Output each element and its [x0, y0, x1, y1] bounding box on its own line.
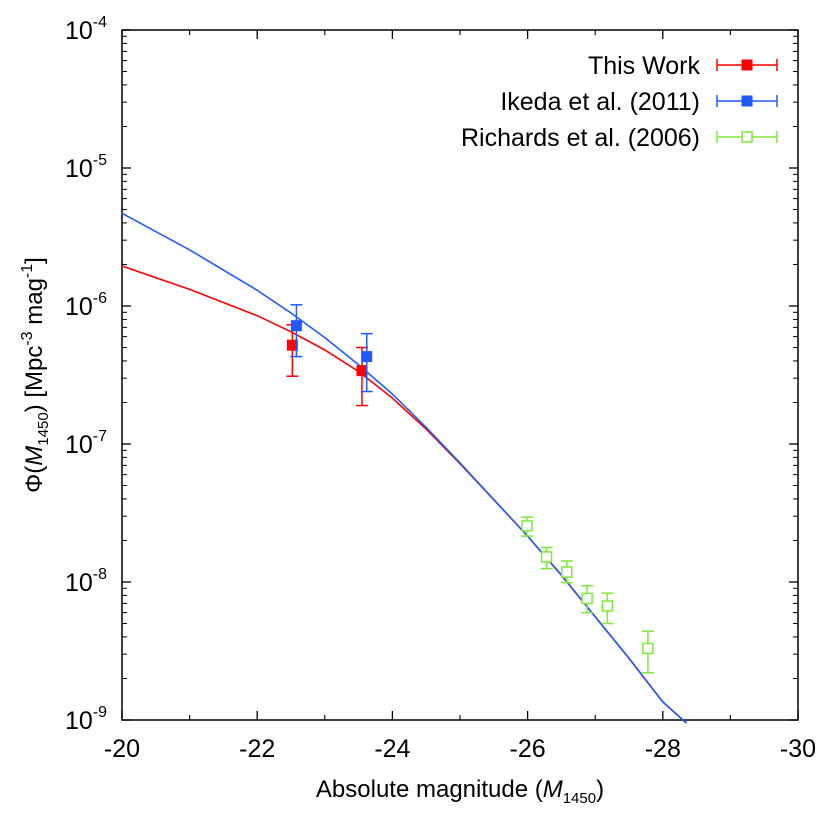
- data-point-marker: [361, 351, 373, 363]
- data-point-marker: [521, 520, 533, 532]
- y-axis-title: Φ(M1450) [Mpc-3 mag-1]: [19, 257, 52, 493]
- fit-curves: [121, 212, 688, 724]
- y-tick-label: 10-8: [65, 566, 107, 597]
- legend-marker: [741, 131, 753, 143]
- data-point-marker: [581, 592, 593, 605]
- y-tick-label: 10-6: [65, 290, 107, 321]
- data-point-marker: [540, 551, 553, 563]
- legend-label: Ikeda et al. (2011): [500, 88, 700, 116]
- y-tick-label: 10-4: [65, 14, 107, 45]
- data-point-marker: [290, 320, 302, 332]
- x-axis-title: Absolute magnitude (M1450): [316, 776, 604, 807]
- data-point-marker: [356, 365, 368, 377]
- y-tick-label: 10-7: [65, 428, 107, 459]
- y-tick-labels: 10-9 10-8 10-7 10-6 10-5 10-4: [65, 14, 107, 735]
- x-tick-label: -26: [510, 735, 546, 763]
- legend-marker: [741, 59, 753, 71]
- legend-label: Richards et al. (2006): [461, 124, 700, 152]
- y-tick-label: 10-5: [65, 152, 107, 183]
- legend-label: This Work: [588, 52, 701, 80]
- x-tick-label: -24: [374, 735, 410, 763]
- fit-curve-line: [121, 265, 688, 724]
- legend-marker: [741, 95, 753, 107]
- x-tick-labels: -20 -22 -24 -26 -28 -30: [104, 735, 816, 763]
- x-tick-label: -28: [645, 735, 681, 763]
- y-tick-label: 10-9: [65, 704, 107, 735]
- data-point-marker: [561, 566, 573, 578]
- x-tick-label: -22: [239, 735, 275, 763]
- fit-curve-line: [121, 212, 688, 724]
- data-point-marker: [601, 600, 614, 612]
- data-points: [286, 304, 654, 674]
- data-point-marker: [286, 339, 298, 351]
- axis-ticks: [121, 29, 799, 721]
- x-tick-label: -30: [780, 735, 816, 763]
- legend: This Work Ikeda et al. (2011) Richards et …: [461, 52, 778, 152]
- data-point-marker: [642, 642, 654, 655]
- x-tick-label: -20: [104, 735, 140, 763]
